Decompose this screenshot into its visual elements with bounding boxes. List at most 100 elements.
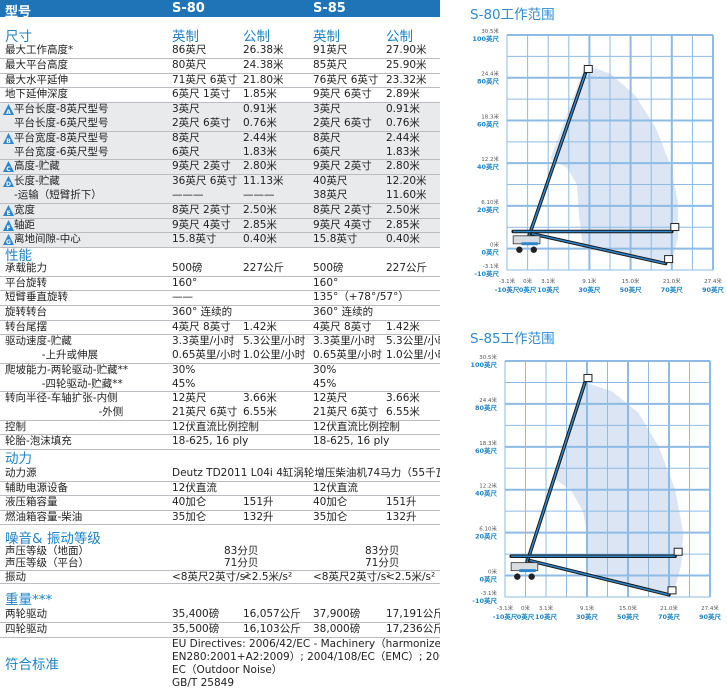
- dimension-g-icon: G: [3, 234, 14, 246]
- cell-value: 18-625, 16 ply: [313, 435, 390, 448]
- row-label: -运输（短臂折下）: [14, 188, 102, 201]
- y-tick-metric: 12.2米: [479, 482, 497, 490]
- svg-text:D: D: [6, 181, 11, 187]
- cell-value: ——: [172, 291, 193, 304]
- cell-value: 40英尺: [313, 175, 348, 188]
- x-tick-feet: -10英尺: [493, 612, 518, 621]
- y-tick-feet: 80英尺: [475, 403, 498, 412]
- y-tick-feet: -10英尺: [472, 596, 497, 605]
- spec-row: 最大平台高度 80英尺 24.38米 85英尺 25.90米: [0, 59, 440, 73]
- cell-value: 35,500磅: [172, 623, 220, 635]
- boom-highlight: [529, 559, 670, 596]
- svg-text:G: G: [6, 239, 11, 245]
- row-label: -四轮驱动-贮藏**: [5, 377, 123, 390]
- cell-value: 12英尺: [313, 392, 348, 405]
- spec-row-group: 辅助电源设备 12伏直流 12伏直流: [0, 482, 440, 496]
- spec-row: 短臂垂直旋转 —— 135°（+78°/57°）: [0, 291, 440, 305]
- y-tick-feet: 100英尺: [472, 34, 499, 43]
- spec-row-group: 两轮驱动 35,400磅 16,057公斤 37,900磅 17,191公斤: [0, 608, 440, 623]
- cell-value: 0.76米: [243, 116, 277, 129]
- dimension-a-icon: A: [3, 104, 14, 116]
- spec-row-group: 动力源 Deutz TD2011 L04i 4缸涡轮增压柴油机74马力（55千瓦）: [0, 467, 440, 482]
- spec-row: 旋转转台 360° 连续的 360° 连续的: [0, 306, 440, 320]
- spec-row: -四轮驱动-贮藏** 45% 45%: [0, 378, 440, 392]
- row-label: 宽度: [14, 203, 35, 216]
- y-tick-feet: 40英尺: [477, 162, 500, 171]
- cell-value: 8英尺: [172, 131, 200, 144]
- spec-row-group: 振动 <8英尺2英寸/s² <2.5米/s² <8英尺2英寸/s² <2.5米/s²: [0, 571, 440, 584]
- cell-value: 12伏直流: [313, 481, 358, 494]
- cell-value: ———: [172, 188, 204, 201]
- x-tick-feet: 10英尺: [537, 285, 560, 294]
- cell-value: 11.13米: [243, 175, 284, 188]
- x-tick-feet: 70英尺: [661, 285, 684, 294]
- spec-row: 平台宽度-6英尺型号 6英尺 1.83米 6英尺 1.83米: [0, 146, 440, 160]
- cell-value: 1.42米: [386, 320, 420, 333]
- machine-chassis: [519, 569, 536, 573]
- y-tick-feet: -10英尺: [474, 269, 499, 278]
- spec-row-group: 承载能力 500磅 227公斤 500磅 227公斤: [0, 262, 440, 277]
- cell-value: 5.3公里/小时: [243, 335, 306, 348]
- compliance-text: EU Directives: 2006/42/EC - Machinery（ha…: [172, 638, 440, 690]
- y-tick-metric: 18.3米: [481, 112, 499, 120]
- cell-value-centered: 71分贝: [224, 557, 259, 570]
- cell-value: 12伏直流比例控制: [172, 420, 259, 433]
- x-tick-feet: -10英尺: [495, 285, 520, 294]
- cell-value: 21.80米: [243, 73, 284, 86]
- y-tick-metric: 0米: [488, 568, 497, 576]
- spec-row: 地下延伸深度 6英尺 1英寸 1.85米 9英尺 6英寸 2.89米: [0, 88, 440, 102]
- row-label: 爬坡能力-两轮驱动-贮藏**: [5, 363, 129, 376]
- cell-value: 1.85米: [243, 88, 277, 101]
- spec-row-group: 最大工作高度* 86英尺 26.38米 91英尺 27.90米: [0, 44, 440, 59]
- spec-row: 控制 12伏直流比例控制 12伏直流比例控制: [0, 421, 440, 435]
- y-tick-metric: 6.10米: [479, 525, 497, 533]
- cell-value: 30%: [172, 363, 196, 376]
- svg-text:F: F: [6, 225, 10, 231]
- row-label: 动力源: [5, 467, 37, 479]
- y-tick-metric: 18.3米: [479, 439, 497, 447]
- row-label: 燃油箱容量-柴油: [5, 510, 83, 523]
- cell-value: 227公斤: [386, 262, 428, 274]
- x-tick-feet: 30英尺: [578, 285, 601, 294]
- model-s85: S-85: [313, 1, 346, 16]
- model-s80: S-80: [172, 1, 205, 16]
- boom-highlight: [531, 232, 666, 265]
- x-tick-metric: 27.4米: [704, 277, 722, 285]
- row-label: 离地间隙-中心: [14, 233, 81, 246]
- spec-row-group: 燃油箱容量-柴油 35加仑 132升 35加仑 132升: [0, 510, 440, 525]
- cell-value: 0.76米: [386, 116, 420, 129]
- spec-row: A 平台长度-8英尺型号 3英尺 0.91米 3英尺 0.91米: [0, 103, 440, 117]
- spec-row: 辅助电源设备 12伏直流 12伏直流: [0, 482, 440, 496]
- spec-row-group: 爬坡能力-两轮驱动-贮藏** 30% 30% -四轮驱动-贮藏** 45% 45%: [0, 364, 440, 393]
- spec-row-group: 轮胎-泡沫填充 18-625, 16 ply 18-625, 16 ply: [0, 435, 440, 450]
- cell-value: 15.8英寸: [172, 233, 217, 246]
- spec-row: C 高度-贮藏 9英尺 2英寸 2.80米 9英尺 2英寸 2.80米: [0, 160, 440, 174]
- model-label: 型号: [5, 5, 32, 20]
- row-label: 转向半径-车轴扩张-内侧: [5, 392, 118, 405]
- column-header-metric: 公制: [386, 29, 413, 45]
- cell-value: <2.5米/s²: [386, 570, 436, 583]
- section-title: 噪音& 振动等级: [5, 531, 101, 547]
- cell-value: 2.50米: [386, 203, 420, 216]
- x-tick-metric: 15.0米: [619, 604, 637, 612]
- cell-value: 16,057公斤: [243, 608, 301, 620]
- cell-value: 12伏直流比例控制: [313, 420, 400, 433]
- spec-row: 液压箱容量 40加仑 151升 40加仑 151升: [0, 496, 440, 510]
- machine-chassis: [521, 242, 538, 246]
- cell-value: 3.3英里/小时: [172, 335, 235, 348]
- cell-value: 9英尺 4英寸: [313, 218, 372, 231]
- cell-value: 25.90米: [386, 58, 427, 71]
- y-tick-feet: 0英尺: [479, 575, 497, 584]
- cell-value: 21英尺 6英寸: [313, 405, 379, 418]
- x-tick-metric: 21.0米: [660, 604, 678, 612]
- row-label: 声压等级（平台）: [5, 557, 89, 570]
- y-tick-metric: -3.1米: [483, 262, 500, 270]
- svg-text:B: B: [6, 138, 11, 144]
- section-title: 重量***: [5, 592, 53, 608]
- row-label: 旋转转台: [5, 306, 47, 319]
- spec-row: 爬坡能力-两轮驱动-贮藏** 30% 30%: [0, 364, 440, 378]
- cell-value: 45%: [313, 377, 337, 390]
- row-label: 辅助电源设备: [5, 481, 68, 494]
- x-tick-metric: 9.1米: [580, 604, 595, 612]
- spec-row-group: F 轴距 9英尺 4英寸 2.85米 9英尺 4英寸 2.85米: [0, 218, 440, 234]
